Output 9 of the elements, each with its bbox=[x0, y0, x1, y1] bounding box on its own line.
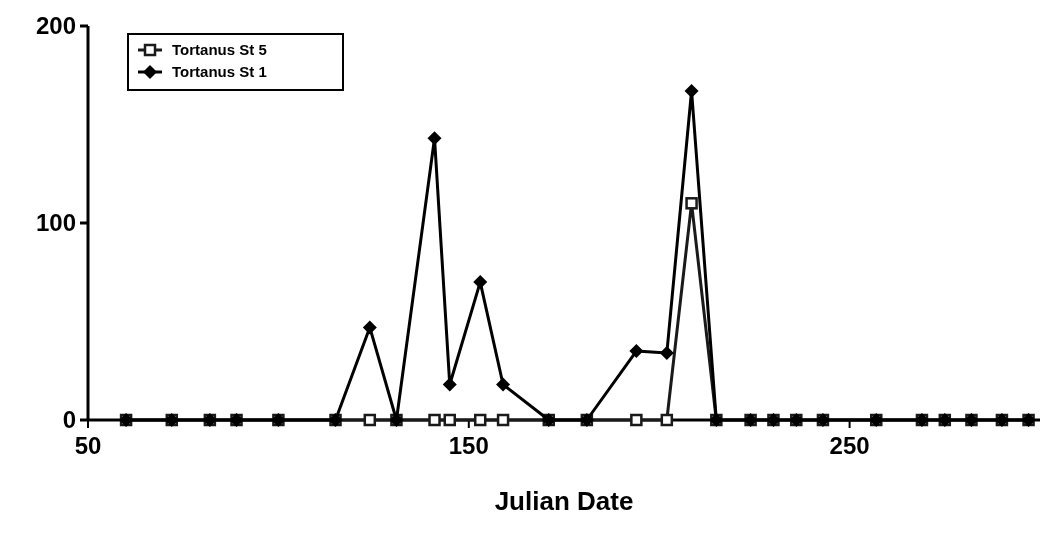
x-tick-label: 150 bbox=[448, 432, 489, 459]
y-tick-label: 100 bbox=[35, 209, 76, 237]
y-tick-label: 200 bbox=[35, 12, 76, 40]
x-tick-label: 250 bbox=[829, 432, 870, 459]
legend-label: Tortanus St 1 bbox=[172, 63, 267, 81]
y-tick-label: 0 bbox=[62, 406, 76, 434]
legend-label: Tortanus St 5 bbox=[172, 41, 267, 59]
x-tick-label: 50 bbox=[74, 432, 102, 459]
x-axis-title: Julian Date bbox=[494, 486, 634, 516]
